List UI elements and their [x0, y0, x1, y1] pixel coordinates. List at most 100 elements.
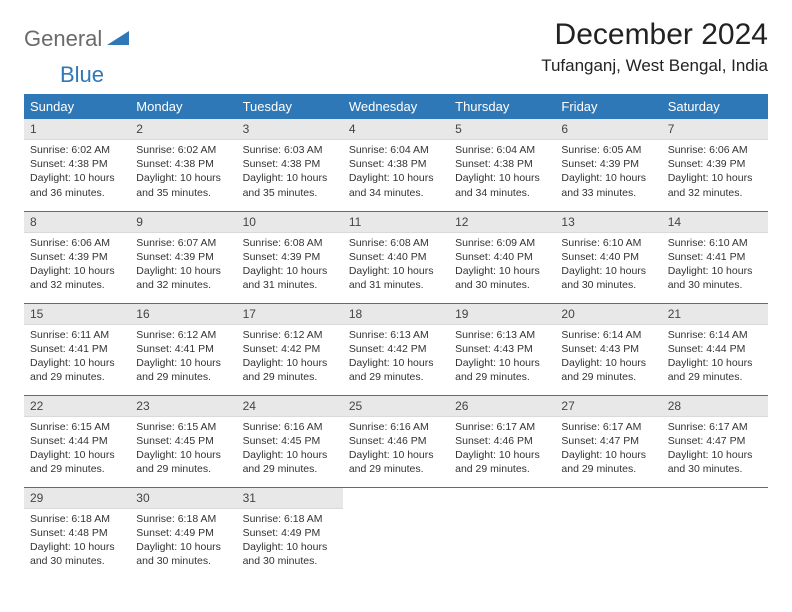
calendar-row: 8Sunrise: 6:06 AMSunset: 4:39 PMDaylight… [24, 211, 768, 303]
calendar-cell: 7Sunrise: 6:06 AMSunset: 4:39 PMDaylight… [662, 119, 768, 211]
day-body: Sunrise: 6:13 AMSunset: 4:42 PMDaylight:… [343, 325, 449, 390]
weekday-row: SundayMondayTuesdayWednesdayThursdayFrid… [24, 94, 768, 119]
weekday-header: Wednesday [343, 94, 449, 119]
day-body: Sunrise: 6:08 AMSunset: 4:40 PMDaylight:… [343, 233, 449, 298]
calendar-cell: .. [343, 487, 449, 579]
weekday-header: Saturday [662, 94, 768, 119]
day-body: Sunrise: 6:09 AMSunset: 4:40 PMDaylight:… [449, 233, 555, 298]
calendar-cell: 24Sunrise: 6:16 AMSunset: 4:45 PMDayligh… [237, 395, 343, 487]
calendar-cell: 28Sunrise: 6:17 AMSunset: 4:47 PMDayligh… [662, 395, 768, 487]
day-number: 26 [449, 396, 555, 417]
calendar-cell: 16Sunrise: 6:12 AMSunset: 4:41 PMDayligh… [130, 303, 236, 395]
calendar-cell: 14Sunrise: 6:10 AMSunset: 4:41 PMDayligh… [662, 211, 768, 303]
day-body: Sunrise: 6:17 AMSunset: 4:47 PMDaylight:… [662, 417, 768, 482]
day-number: 23 [130, 396, 236, 417]
day-body: Sunrise: 6:12 AMSunset: 4:41 PMDaylight:… [130, 325, 236, 390]
calendar-cell: 3Sunrise: 6:03 AMSunset: 4:38 PMDaylight… [237, 119, 343, 211]
day-number: 3 [237, 119, 343, 140]
day-number: 18 [343, 304, 449, 325]
day-body: Sunrise: 6:14 AMSunset: 4:43 PMDaylight:… [555, 325, 661, 390]
calendar-table: SundayMondayTuesdayWednesdayThursdayFrid… [24, 94, 768, 579]
calendar-cell: 15Sunrise: 6:11 AMSunset: 4:41 PMDayligh… [24, 303, 130, 395]
calendar-cell: 13Sunrise: 6:10 AMSunset: 4:40 PMDayligh… [555, 211, 661, 303]
day-number: 7 [662, 119, 768, 140]
calendar-cell: .. [555, 487, 661, 579]
day-body: Sunrise: 6:17 AMSunset: 4:46 PMDaylight:… [449, 417, 555, 482]
day-number: 22 [24, 396, 130, 417]
calendar-cell: 2Sunrise: 6:02 AMSunset: 4:38 PMDaylight… [130, 119, 236, 211]
day-body: Sunrise: 6:16 AMSunset: 4:46 PMDaylight:… [343, 417, 449, 482]
calendar-cell: 25Sunrise: 6:16 AMSunset: 4:46 PMDayligh… [343, 395, 449, 487]
day-body: Sunrise: 6:10 AMSunset: 4:41 PMDaylight:… [662, 233, 768, 298]
calendar-cell: 17Sunrise: 6:12 AMSunset: 4:42 PMDayligh… [237, 303, 343, 395]
day-body: Sunrise: 6:04 AMSunset: 4:38 PMDaylight:… [449, 140, 555, 205]
day-number: 8 [24, 212, 130, 233]
day-body: Sunrise: 6:06 AMSunset: 4:39 PMDaylight:… [24, 233, 130, 298]
calendar-cell: 1Sunrise: 6:02 AMSunset: 4:38 PMDaylight… [24, 119, 130, 211]
day-body: Sunrise: 6:18 AMSunset: 4:49 PMDaylight:… [130, 509, 236, 574]
calendar-cell: 22Sunrise: 6:15 AMSunset: 4:44 PMDayligh… [24, 395, 130, 487]
day-number: 16 [130, 304, 236, 325]
weekday-header: Thursday [449, 94, 555, 119]
calendar-cell: 26Sunrise: 6:17 AMSunset: 4:46 PMDayligh… [449, 395, 555, 487]
day-body: Sunrise: 6:18 AMSunset: 4:48 PMDaylight:… [24, 509, 130, 574]
day-number: 5 [449, 119, 555, 140]
day-body: Sunrise: 6:14 AMSunset: 4:44 PMDaylight:… [662, 325, 768, 390]
calendar-cell: .. [662, 487, 768, 579]
day-number: 21 [662, 304, 768, 325]
day-number: 19 [449, 304, 555, 325]
calendar-cell: 19Sunrise: 6:13 AMSunset: 4:43 PMDayligh… [449, 303, 555, 395]
day-number: 25 [343, 396, 449, 417]
day-body: Sunrise: 6:06 AMSunset: 4:39 PMDaylight:… [662, 140, 768, 205]
day-body: Sunrise: 6:04 AMSunset: 4:38 PMDaylight:… [343, 140, 449, 205]
day-body: Sunrise: 6:16 AMSunset: 4:45 PMDaylight:… [237, 417, 343, 482]
day-number: 27 [555, 396, 661, 417]
calendar-cell: 29Sunrise: 6:18 AMSunset: 4:48 PMDayligh… [24, 487, 130, 579]
day-body: Sunrise: 6:08 AMSunset: 4:39 PMDaylight:… [237, 233, 343, 298]
calendar-cell: 4Sunrise: 6:04 AMSunset: 4:38 PMDaylight… [343, 119, 449, 211]
day-body: Sunrise: 6:07 AMSunset: 4:39 PMDaylight:… [130, 233, 236, 298]
weekday-header: Sunday [24, 94, 130, 119]
day-number: 20 [555, 304, 661, 325]
day-number: 15 [24, 304, 130, 325]
calendar-cell: 9Sunrise: 6:07 AMSunset: 4:39 PMDaylight… [130, 211, 236, 303]
calendar-cell: 30Sunrise: 6:18 AMSunset: 4:49 PMDayligh… [130, 487, 236, 579]
day-number: 1 [24, 119, 130, 140]
calendar-head: SundayMondayTuesdayWednesdayThursdayFrid… [24, 94, 768, 119]
weekday-header: Tuesday [237, 94, 343, 119]
day-body: Sunrise: 6:15 AMSunset: 4:44 PMDaylight:… [24, 417, 130, 482]
day-number: 11 [343, 212, 449, 233]
day-body: Sunrise: 6:17 AMSunset: 4:47 PMDaylight:… [555, 417, 661, 482]
logo: General [24, 26, 131, 52]
logo-text-blue: Blue [60, 62, 792, 88]
day-body: Sunrise: 6:15 AMSunset: 4:45 PMDaylight:… [130, 417, 236, 482]
logo-triangle-icon [107, 29, 129, 50]
calendar-cell: 21Sunrise: 6:14 AMSunset: 4:44 PMDayligh… [662, 303, 768, 395]
weekday-header: Friday [555, 94, 661, 119]
day-body: Sunrise: 6:02 AMSunset: 4:38 PMDaylight:… [24, 140, 130, 205]
day-number: 10 [237, 212, 343, 233]
day-number: 17 [237, 304, 343, 325]
calendar-cell: 23Sunrise: 6:15 AMSunset: 4:45 PMDayligh… [130, 395, 236, 487]
calendar-cell: 27Sunrise: 6:17 AMSunset: 4:47 PMDayligh… [555, 395, 661, 487]
day-number: 14 [662, 212, 768, 233]
day-number: 28 [662, 396, 768, 417]
calendar-body: 1Sunrise: 6:02 AMSunset: 4:38 PMDaylight… [24, 119, 768, 579]
calendar-cell: 31Sunrise: 6:18 AMSunset: 4:49 PMDayligh… [237, 487, 343, 579]
day-number: 31 [237, 488, 343, 509]
day-number: 30 [130, 488, 236, 509]
day-body: Sunrise: 6:18 AMSunset: 4:49 PMDaylight:… [237, 509, 343, 574]
day-body: Sunrise: 6:12 AMSunset: 4:42 PMDaylight:… [237, 325, 343, 390]
calendar-cell: 6Sunrise: 6:05 AMSunset: 4:39 PMDaylight… [555, 119, 661, 211]
day-body: Sunrise: 6:13 AMSunset: 4:43 PMDaylight:… [449, 325, 555, 390]
day-body: Sunrise: 6:03 AMSunset: 4:38 PMDaylight:… [237, 140, 343, 205]
calendar-cell: 11Sunrise: 6:08 AMSunset: 4:40 PMDayligh… [343, 211, 449, 303]
month-title: December 2024 [541, 18, 768, 52]
calendar-row: 22Sunrise: 6:15 AMSunset: 4:44 PMDayligh… [24, 395, 768, 487]
day-number: 13 [555, 212, 661, 233]
day-number: 2 [130, 119, 236, 140]
day-number: 9 [130, 212, 236, 233]
day-number: 24 [237, 396, 343, 417]
calendar-cell: .. [449, 487, 555, 579]
calendar-cell: 18Sunrise: 6:13 AMSunset: 4:42 PMDayligh… [343, 303, 449, 395]
